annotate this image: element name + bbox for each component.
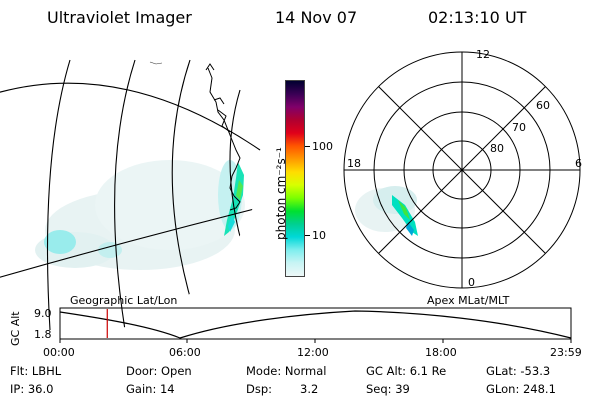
colorbar-tick-100: 100 [312,140,333,153]
instrument-title: Ultraviolet Imager [47,8,192,27]
mlt-label-12: 12 [476,48,490,61]
mlat-label-70: 70 [512,121,526,134]
info-gain: Gain: 14 [126,382,175,396]
info-gc-alt: GC Alt: 6.1 Re [366,364,447,378]
info-dsp-value: 3.2 [300,382,319,396]
colorbar-tick-10: 10 [312,229,326,242]
altitude-ylabel: GC Alt [9,311,22,346]
colorbar-gradient [285,80,305,277]
info-ip: IP: 36.0 [10,382,54,396]
info-filter: Flt: LBHL [10,364,62,378]
altitude-xtick-0000: 00:00 [43,346,75,359]
altitude-xtick-1800: 18:00 [425,346,457,359]
mlt-label-6: 6 [575,157,582,170]
geo-map-label: Geographic Lat/Lon [70,294,178,307]
info-mode: Mode: Normal [246,364,327,378]
altitude-xtick-1200: 12:00 [297,346,329,359]
mlt-label-0: 0 [468,276,475,289]
info-glon: GLon: 248.1 [486,382,556,396]
altitude-curve [59,310,572,339]
altitude-xtick-2359: 23:59 [550,346,582,359]
polar-map-label: Apex MLat/MLT [427,294,510,307]
altitude-ytick-9: 9.0 [34,307,52,320]
polar-aurora-emission [355,186,418,236]
altitude-ytick-1-8: 1.8 [34,328,52,341]
colorbar [285,80,310,277]
altitude-xtick-0600: 06:00 [169,346,201,359]
time-label: 02:13:10 UT [428,8,527,27]
colorbar-unit-label: photon cm⁻²s⁻¹ [274,147,288,240]
date-label: 14 Nov 07 [275,8,358,27]
info-dsp-label: Dsp: [246,382,273,396]
mlat-label-80: 80 [490,142,504,155]
info-door: Door: Open [126,364,192,378]
mlt-label-18: 18 [347,157,361,170]
info-glat: GLat: -53.3 [486,364,551,378]
geo-aurora-emission [35,160,245,270]
mlat-label-60: 60 [536,99,550,112]
info-seq: Seq: 39 [366,382,410,396]
